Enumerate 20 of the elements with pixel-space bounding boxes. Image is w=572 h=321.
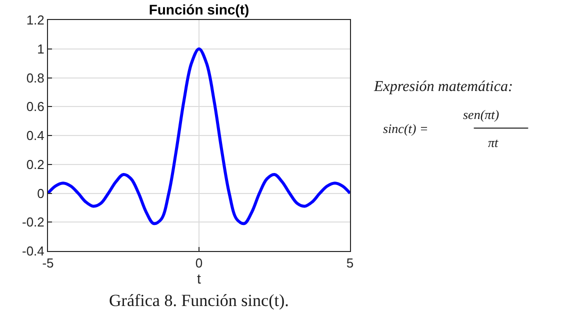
y-tick-label: 0.6 (26, 99, 44, 114)
x-tick-label: -5 (42, 256, 54, 271)
text: Gráfica 8. Función sinc(t). (109, 291, 289, 310)
x-tick-label: 0 (195, 256, 203, 271)
y-tick-label: 0.4 (26, 128, 44, 144)
y-tick-label: 1.2 (26, 12, 44, 28)
y-tick-label: 1 (37, 41, 44, 56)
y-tick-label: 0 (37, 186, 44, 201)
y-tick-label: -0.4 (22, 244, 44, 259)
line-series (48, 47, 350, 226)
text: πt (488, 135, 499, 150)
text: Expresión matemática: (373, 79, 513, 95)
chart-title: Función sinc(t) (148, 2, 250, 18)
y-tick-label: -0.2 (22, 214, 44, 230)
text: sinc(t) = (383, 121, 428, 136)
y-tick-label: 0.8 (26, 70, 44, 86)
x-axis-title: t (197, 270, 202, 287)
x-tick-label: 5 (346, 256, 354, 271)
text: sen(πt) (463, 107, 500, 122)
y-tick-label: 0.2 (26, 156, 44, 172)
